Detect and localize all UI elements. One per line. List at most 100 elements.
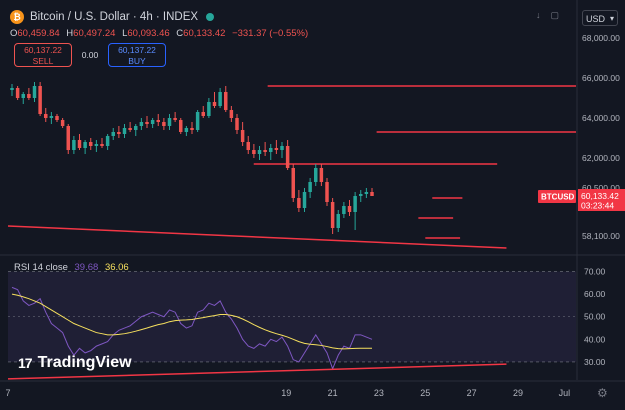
tradingview-wordmark: TradingView [37,354,132,371]
rsi-tick-label: 60.00 [584,289,606,299]
candle-body [224,92,228,110]
buy-label: BUY [128,56,146,66]
rsi-value: 39.68 [74,262,99,273]
rsi-ma-value: 36.06 [104,262,129,273]
rsi-tick-label: 30.00 [584,357,606,367]
price-axis[interactable]: 68,000.00 66,000.00 64,000.00 62,000.00 60,5… [582,33,620,367]
candle-body [83,142,87,148]
horizontal-lines[interactable] [7,85,576,249]
symbol-title[interactable]: Bitcoin / U.S. Dollar · 4h · INDEX [30,11,199,23]
candle-body [347,206,352,212]
candle-body [44,114,48,118]
candle-body [21,94,25,98]
rsi-ma-line [11,293,372,350]
time-tick-label: 23 [374,388,384,398]
buy-button[interactable]: 60,137.22 BUY [108,43,166,67]
rsi-panel [7,271,576,380]
candle-body [195,112,200,130]
candle-body [105,136,110,146]
sell-price: 60,137.22 [24,45,62,55]
fullscreen-icon[interactable]: ▢ [550,10,560,20]
candle-body [218,92,222,106]
price-tag-box [578,189,625,211]
price-tick-label: 64,000.00 [582,113,620,123]
download-icon[interactable]: ↓ [536,10,541,20]
candle-body [297,198,301,208]
rsi-tick-label: 40.00 [584,334,606,344]
candle-body [156,120,160,122]
rsi-label: RSI 14 close [14,262,68,273]
ohlc-readout: O60,459.84 H60,497.24 L60,093.46 C60,133… [10,28,312,39]
candle-body [150,120,155,124]
ohlc-high-label: H [66,28,74,39]
symbol-header[interactable]: ₿ Bitcoin / U.S. Dollar · 4h · INDEX [10,10,215,24]
tradingview-logo-icon: 17 [18,355,33,371]
candle-body [134,126,138,130]
candle-body [173,118,177,120]
candle-body [314,168,318,182]
chart-toolbar: ↓ ▢ [536,10,559,21]
spread-value: 0.00 [81,50,99,60]
ohlc-close-value: 60,133.42 [183,28,226,39]
sell-button[interactable]: 60,137.22 SELL [14,43,72,67]
symbol-tag-label: BTCUSD [541,193,575,202]
time-axis[interactable]: 7 19 21 23 25 27 29 Jul [5,388,570,398]
candle-body [55,116,59,120]
candle-body [370,192,374,196]
candle-body [66,126,70,150]
candle-body [207,102,211,116]
candle-body [285,146,290,168]
candle-body [15,88,20,98]
candle-body [353,196,357,212]
candle-body [212,102,217,106]
candle-body [145,122,149,124]
buy-price: 60,137.22 [118,45,156,55]
candle-body [319,168,324,182]
gear-icon[interactable]: ⚙ [597,386,608,400]
price-tick-label: 62,000.00 [582,153,620,163]
candle-body [94,144,99,146]
time-tick-label: 7 [5,388,10,398]
rsi-legend[interactable]: RSI 14 close 39.68 36.06 [14,262,129,273]
candle-body [117,132,121,134]
symbol-tag-box [538,190,576,203]
rsi-line [11,286,373,371]
rsi-band [8,271,576,362]
grid [0,0,625,382]
candle-body [263,150,267,152]
time-tick-label: 25 [420,388,430,398]
trend-line [7,225,507,249]
candle-body [111,132,115,136]
candle-body [325,182,329,202]
ohlc-change: −331.37 (−0.55%) [232,28,309,39]
bitcoin-logo-icon: ₿ [10,10,24,24]
candle-body [280,146,284,150]
time-tick-label: 27 [467,388,477,398]
tradingview-logo[interactable]: 17 TradingView [18,354,132,372]
candle-body [128,128,132,130]
candle-body [336,214,340,228]
candle-body [190,128,194,130]
candle-body [201,112,205,116]
candle-body [235,118,239,130]
candle-body [291,168,295,198]
ohlc-high-value: 60,497.24 [73,28,116,39]
price-tick-label: 66,000.00 [582,73,620,83]
candle-body [269,148,273,152]
candle-body [274,148,279,150]
time-tick-label: 29 [513,388,523,398]
currency-select[interactable]: USD [582,10,618,27]
candle-body [60,120,65,126]
time-tick-label: 19 [281,388,291,398]
trade-panel: 60,137.22 SELL 0.00 60,137.22 BUY [14,43,166,67]
ohlc-low-value: 60,093.46 [127,28,170,39]
candle-body [240,130,245,142]
price-tag-countdown: 03:23:44 [581,201,614,211]
candle-body [10,88,14,90]
candle-body [359,194,363,196]
ohlc-open-label: O [10,28,18,39]
candle-body [89,142,93,146]
candle-body [122,128,127,134]
